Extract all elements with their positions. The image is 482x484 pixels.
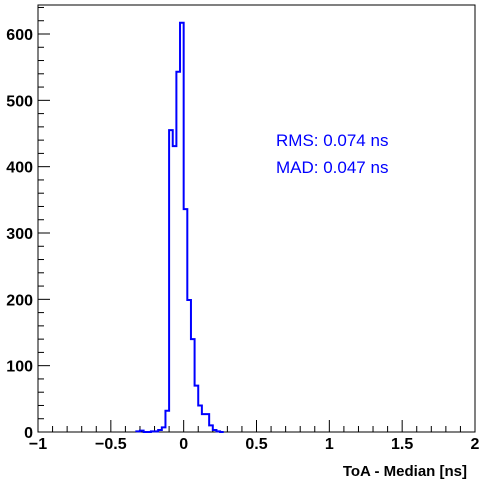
y-tick-label: 600 — [6, 27, 33, 44]
x-tick-label: 0 — [179, 436, 188, 453]
x-tick-label: −1 — [29, 436, 47, 453]
x-tick-label: 2 — [471, 436, 480, 453]
mad-annotation: MAD: 0.047 ns — [276, 158, 388, 177]
y-tick-label: 300 — [6, 226, 33, 243]
x-tick-label: −0.5 — [95, 436, 127, 453]
y-tick-label: 100 — [6, 359, 33, 376]
y-tick-label: 0 — [24, 425, 33, 442]
x-tick-label: 1.5 — [391, 436, 413, 453]
y-axis: 0 100 200 300 400 500 600 — [6, 6, 50, 442]
x-axis-title: ToA - Median [ns] — [343, 463, 467, 480]
x-tick-label: 0.5 — [245, 436, 267, 453]
y-tick-label: 500 — [6, 93, 33, 110]
x-tick-label: 1 — [325, 436, 334, 453]
y-tick-label: 400 — [6, 160, 33, 177]
plot-frame — [37, 4, 476, 433]
x-axis: −1 −0.5 0 0.5 1 1.5 2 — [29, 420, 480, 453]
y-tick-label: 200 — [6, 292, 33, 309]
histogram-series — [135, 21, 224, 433]
rms-annotation: RMS: 0.074 ns — [276, 131, 388, 150]
